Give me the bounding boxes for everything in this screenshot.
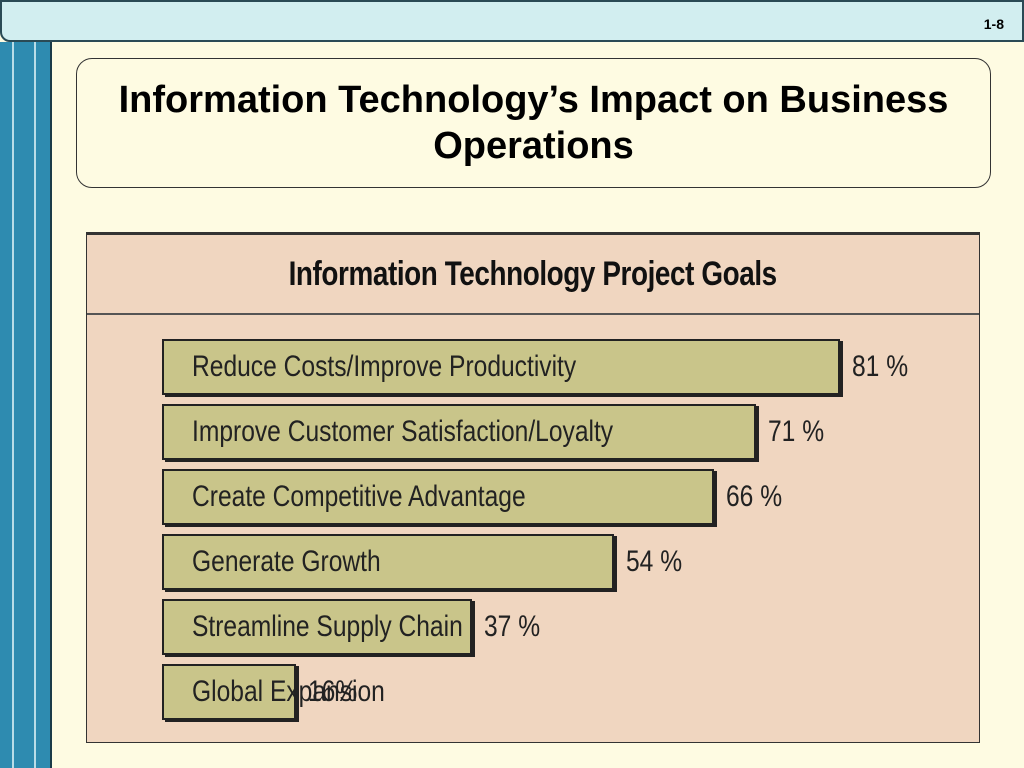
bar-category-label: Generate Growth	[192, 545, 381, 578]
slide-title: Information Technology’s Impact on Busin…	[118, 78, 949, 167]
bar-value-label: 66 %	[726, 480, 783, 513]
bar-category-label: Global Expansion	[192, 675, 385, 708]
bar-category-label: Improve Customer Satisfaction/Loyalty	[192, 415, 614, 448]
bar: Improve Customer Satisfaction/Loyalty	[162, 404, 756, 460]
bar-category-label: Reduce Costs/Improve Productivity	[192, 350, 577, 383]
bar-value-label: 81 %	[852, 350, 909, 383]
left-sidebar-decoration	[0, 42, 52, 768]
bar-value-label: 54 %	[626, 545, 683, 578]
bar-category-label: Streamline Supply Chain	[192, 610, 463, 643]
bar: Create Competitive Advantage	[162, 469, 714, 525]
bar: Reduce Costs/Improve Productivity	[162, 339, 840, 395]
bar-value-label: 16%	[308, 675, 358, 708]
bar: Streamline Supply Chain	[162, 599, 472, 655]
bar: Global Expansion	[162, 664, 385, 720]
bar-value-label: 37 %	[484, 610, 541, 643]
bar-value-label: 71 %	[768, 415, 825, 448]
slide-title-box: Information Technology’s Impact on Busin…	[76, 58, 991, 188]
chart-panel: Information Technology Project Goals Red…	[86, 232, 980, 743]
slide-number: 1-8	[983, 16, 1004, 32]
chart-header: Information Technology Project Goals	[87, 235, 979, 315]
top-bar: 1-8	[0, 0, 1024, 42]
bar-category-label: Create Competitive Advantage	[192, 480, 526, 513]
chart-title: Information Technology Project Goals	[288, 254, 778, 293]
bar: Generate Growth	[162, 534, 614, 590]
